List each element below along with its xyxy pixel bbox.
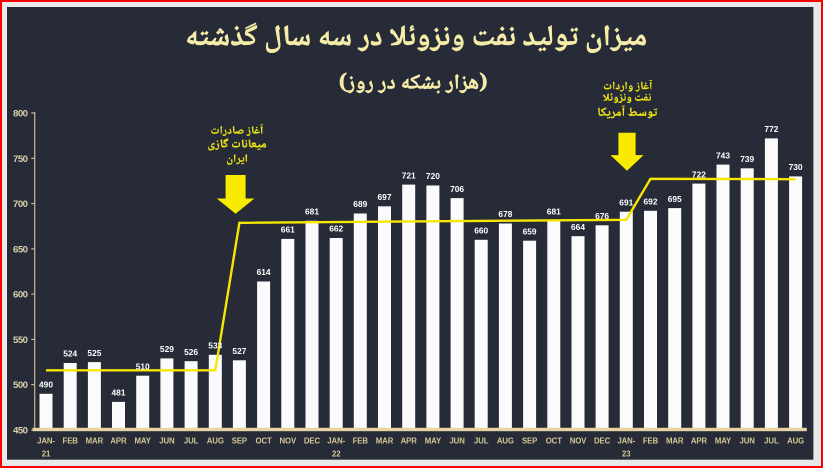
svg-text:FEB: FEB — [63, 437, 79, 446]
svg-text:525: 525 — [87, 348, 101, 358]
svg-text:676: 676 — [595, 211, 609, 221]
svg-text:FEB: FEB — [353, 437, 369, 446]
svg-text:692: 692 — [644, 197, 658, 207]
svg-text:MAR: MAR — [86, 437, 104, 446]
svg-text:AUG: AUG — [207, 437, 224, 446]
svg-text:750: 750 — [13, 154, 28, 165]
svg-text:450: 450 — [13, 426, 28, 437]
svg-text:481: 481 — [112, 388, 126, 398]
svg-text:JUL: JUL — [474, 437, 489, 446]
svg-text:800: 800 — [13, 109, 28, 120]
svg-text:21: 21 — [42, 449, 51, 458]
svg-text:691: 691 — [619, 197, 633, 207]
svg-text:706: 706 — [450, 184, 464, 194]
svg-text:JUL: JUL — [184, 437, 199, 446]
svg-text:689: 689 — [353, 199, 367, 209]
svg-text:JUN: JUN — [740, 437, 756, 446]
svg-text:730: 730 — [789, 162, 803, 172]
svg-text:500: 500 — [13, 380, 28, 391]
svg-text:700: 700 — [13, 199, 28, 210]
svg-text:SEP: SEP — [232, 437, 247, 446]
svg-text:659: 659 — [523, 226, 537, 236]
svg-text:695: 695 — [668, 194, 682, 204]
svg-text:23: 23 — [622, 449, 631, 458]
svg-text:510: 510 — [136, 361, 150, 371]
svg-text:661: 661 — [281, 225, 295, 235]
svg-text:490: 490 — [39, 380, 53, 390]
svg-text:JAN-: JAN- — [327, 437, 345, 446]
svg-text:681: 681 — [305, 207, 319, 217]
svg-text:DEC: DEC — [304, 437, 321, 446]
svg-text:721: 721 — [402, 170, 416, 180]
svg-text:600: 600 — [13, 290, 28, 301]
svg-text:JUN: JUN — [159, 437, 175, 446]
svg-text:JUL: JUL — [764, 437, 779, 446]
svg-text:DEC: DEC — [594, 437, 611, 446]
svg-text:AUG: AUG — [787, 437, 804, 446]
svg-text:JAN-: JAN- — [37, 437, 55, 446]
svg-text:697: 697 — [378, 192, 392, 202]
svg-text:APR: APR — [691, 437, 708, 446]
svg-text:MAY: MAY — [135, 437, 152, 446]
svg-text:NOV: NOV — [570, 437, 587, 446]
svg-text:681: 681 — [547, 207, 561, 217]
svg-text:524: 524 — [63, 349, 77, 359]
svg-text:MAR: MAR — [666, 437, 684, 446]
svg-text:533: 533 — [208, 341, 222, 351]
svg-text:22: 22 — [332, 449, 341, 458]
svg-text:SEP: SEP — [522, 437, 537, 446]
svg-text:OCT: OCT — [546, 437, 562, 446]
svg-text:MAR: MAR — [376, 437, 394, 446]
svg-text:739: 739 — [740, 154, 754, 164]
svg-text:650: 650 — [13, 244, 28, 255]
svg-text:664: 664 — [571, 222, 585, 232]
svg-text:AUG: AUG — [497, 437, 514, 446]
svg-text:614: 614 — [257, 267, 271, 277]
svg-text:550: 550 — [13, 335, 28, 346]
svg-text:526: 526 — [184, 347, 198, 357]
svg-text:MAY: MAY — [715, 437, 732, 446]
svg-text:678: 678 — [498, 209, 512, 219]
svg-text:MAY: MAY — [425, 437, 442, 446]
svg-text:527: 527 — [232, 346, 246, 356]
svg-text:529: 529 — [160, 344, 174, 354]
svg-text:JAN-: JAN- — [617, 437, 635, 446]
svg-text:OCT: OCT — [256, 437, 272, 446]
svg-text:662: 662 — [329, 224, 343, 234]
svg-text:722: 722 — [692, 169, 706, 179]
svg-text:APR: APR — [110, 437, 127, 446]
svg-text:APR: APR — [401, 437, 418, 446]
svg-text:FEB: FEB — [643, 437, 659, 446]
svg-text:NOV: NOV — [279, 437, 296, 446]
svg-text:JUN: JUN — [449, 437, 465, 446]
svg-text:720: 720 — [426, 171, 440, 181]
svg-text:743: 743 — [716, 150, 730, 160]
svg-text:660: 660 — [474, 226, 488, 236]
svg-text:772: 772 — [764, 124, 778, 134]
